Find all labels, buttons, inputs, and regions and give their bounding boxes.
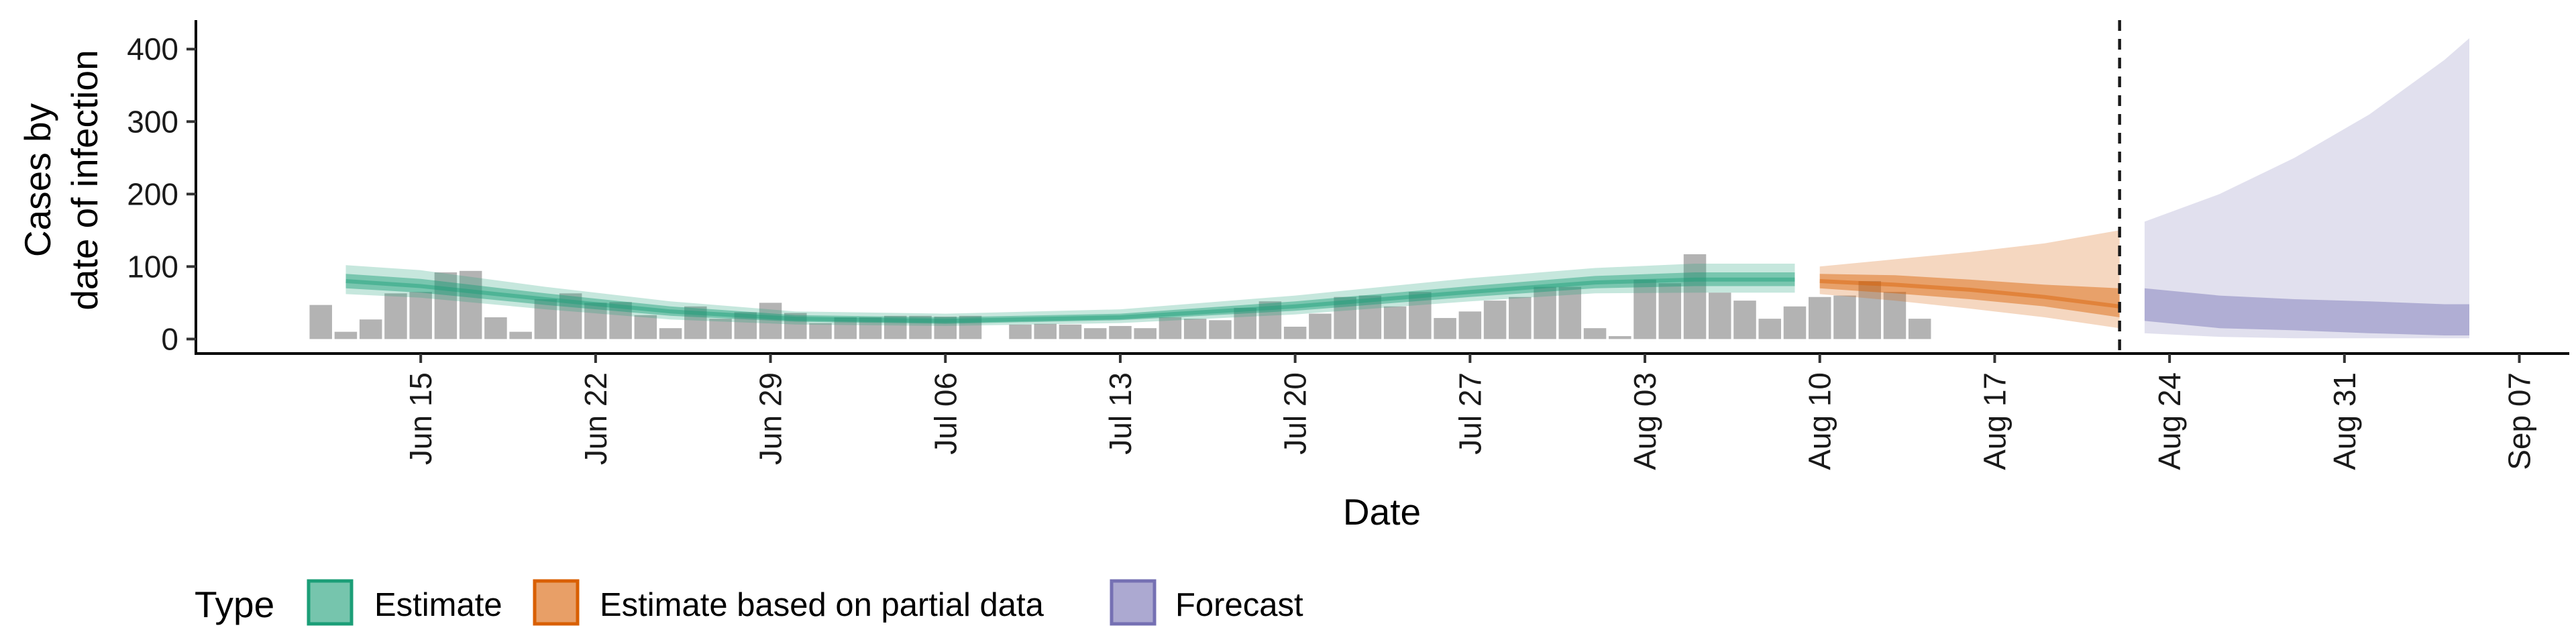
case-bar: [1758, 319, 1781, 339]
legend-label-forecast: Forecast: [1175, 587, 1303, 623]
legend-key-estimate: [309, 581, 352, 624]
x-tick-label: Jul 27: [1452, 372, 1487, 455]
case-bar: [1184, 319, 1207, 339]
x-axis-ticks: Jun 15 Jun 22 Jun 29 Jul 06 Jul 13 Jul 20 Jul …: [403, 354, 2536, 470]
case-bar: [335, 332, 358, 339]
case-bar: [1484, 301, 1507, 339]
x-tick-label: Jun 29: [753, 372, 788, 465]
y-axis-title-line-1: Cases by: [17, 103, 58, 257]
y-axis-title: Cases by: [17, 103, 58, 257]
x-tick-label: Aug 17: [1977, 372, 2012, 470]
case-bar: [1059, 325, 1082, 339]
legend-label-estimate: Estimate: [374, 587, 502, 623]
case-bar: [1733, 301, 1756, 339]
case-bar: [1009, 325, 1032, 339]
case-bar: [1909, 319, 1931, 339]
case-bar: [1109, 326, 1132, 339]
case-bar: [384, 293, 407, 339]
y-axis-ticks: 0 100 200 300 400: [127, 32, 196, 356]
y-tick-label: 0: [161, 321, 178, 356]
x-tick-label: Jun 22: [578, 372, 613, 465]
x-tick-label: Aug 10: [1803, 372, 1837, 470]
x-tick-label: Jul 13: [1103, 372, 1138, 455]
case-bar: [635, 315, 657, 339]
case-bar: [360, 319, 382, 339]
case-bar: [1209, 320, 1232, 339]
case-bar: [659, 328, 682, 339]
y-tick-label: 200: [127, 176, 178, 211]
x-tick-label: Jul 20: [1278, 372, 1313, 455]
case-bar: [1134, 328, 1157, 339]
y-axis-title-2: date of infection: [64, 50, 105, 310]
case-bar: [1284, 327, 1307, 339]
case-bar: [409, 292, 432, 339]
legend-key-partial: [535, 581, 578, 624]
x-axis-title: Date: [1343, 491, 1421, 533]
x-tick-label: Jul 06: [928, 372, 963, 455]
case-bar: [1434, 318, 1456, 339]
case-bar: [1509, 297, 1532, 339]
x-tick-label: Aug 03: [1627, 372, 1662, 470]
case-bar: [509, 332, 532, 339]
case-bar: [1833, 296, 1856, 339]
y-tick-label: 400: [127, 32, 178, 66]
x-tick-label: Sep 07: [2502, 372, 2537, 470]
y-axis-title-line-2: date of infection: [64, 50, 105, 310]
case-bar: [1809, 297, 1831, 339]
legend-label-partial: Estimate based on partial data: [600, 587, 1044, 623]
x-tick-label: Aug 24: [2152, 372, 2187, 470]
x-tick-label: Jun 15: [403, 372, 438, 465]
case-bar: [1709, 292, 1731, 339]
y-tick-label: 100: [127, 249, 178, 284]
x-tick-label: Aug 31: [2327, 372, 2362, 470]
y-tick-label: 300: [127, 104, 178, 139]
case-bar: [1459, 311, 1482, 339]
case-bar: [1609, 336, 1631, 339]
case-bar: [1084, 328, 1107, 339]
case-bar: [809, 323, 832, 339]
estimate-ribbons: [346, 38, 2470, 338]
legend: Type Estimate Estimate based on partial …: [195, 581, 1303, 625]
case-bar: [309, 305, 332, 339]
case-bar: [1034, 324, 1057, 339]
case-bar: [1309, 314, 1332, 339]
case-bar: [1784, 307, 1807, 339]
legend-title: Type: [195, 584, 274, 625]
legend-key-forecast: [1112, 581, 1155, 624]
case-bar: [1584, 328, 1607, 339]
case-bar: [484, 317, 507, 339]
case-bar: [1384, 307, 1407, 339]
